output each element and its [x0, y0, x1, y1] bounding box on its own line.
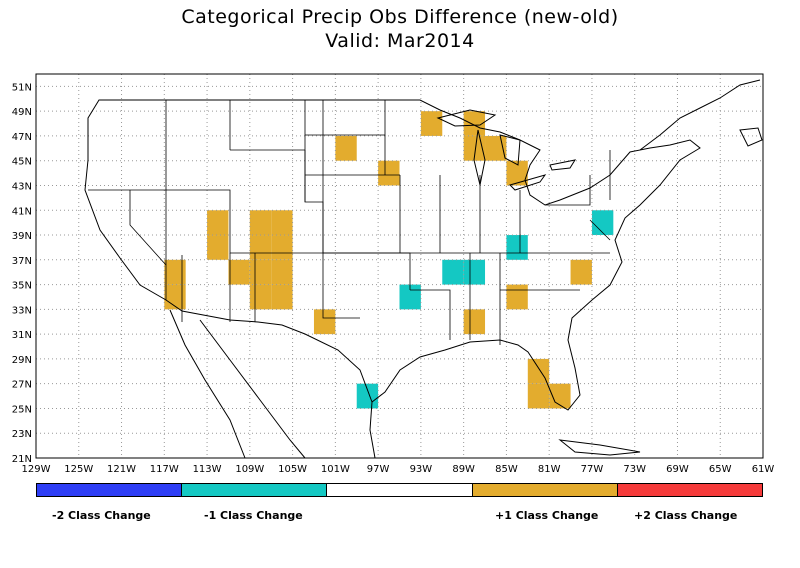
map-subtitle: Valid: Mar2014: [325, 30, 475, 52]
change-cell: [506, 284, 528, 310]
latitude-tick-label: 41N: [12, 206, 32, 217]
latitude-tick-label: 27N: [12, 380, 32, 391]
latitude-tick-label: 33N: [12, 305, 32, 316]
longitude-tick-label: 121W: [107, 464, 136, 475]
newfoundland: [739, 127, 763, 147]
gulf-mexico-coast: [369, 401, 376, 459]
longitude-tick-label: 113W: [193, 464, 222, 475]
change-cell: [249, 284, 272, 310]
map-frame: [35, 73, 764, 459]
change-cell: [549, 383, 571, 409]
longitude-tick-labels: 129W 125W 121W 117W 113W 109W 105W 101W 97W 93W 89…: [22, 464, 775, 475]
change-cell: [356, 383, 379, 409]
change-cell: [399, 284, 421, 310]
longitude-tick-label: 109W: [235, 464, 264, 475]
longitude-tick-label: 125W: [64, 464, 93, 475]
change-cell: [463, 259, 486, 285]
canada-coast: [639, 79, 761, 151]
legend-swatch-plus1: [472, 484, 618, 496]
longitude-tick-label: 65W: [709, 464, 732, 475]
lake-erie: [509, 174, 547, 191]
mexico-mainland-coast: [199, 319, 306, 459]
longitude-tick-label: 93W: [410, 464, 433, 475]
us-outline: [84, 79, 763, 459]
change-cell: [207, 210, 229, 236]
longitude-tick-label: 81W: [538, 464, 561, 475]
change-cell: [442, 259, 464, 285]
legend-swatch-minus1: [182, 484, 328, 496]
change-cell: [463, 309, 486, 335]
lat-lon-grid: [35, 74, 764, 459]
latitude-tick-labels: 21N 23N 25N 27N 29N 31N 33N 35N 37N 39N 41N 43N 45N 4…: [12, 82, 32, 465]
baja-coast: [169, 309, 246, 459]
latitude-tick-label: 47N: [12, 132, 32, 143]
change-cell: [420, 111, 443, 136]
lake-huron: [499, 134, 521, 166]
change-cell: [527, 383, 550, 409]
legend-label-plus1: +1 Class Change: [495, 509, 599, 522]
longitude-tick-label: 69W: [666, 464, 689, 475]
change-cell: [313, 309, 336, 335]
latitude-tick-label: 23N: [12, 429, 32, 440]
longitude-tick-label: 129W: [22, 464, 51, 475]
longitude-tick-label: 117W: [150, 464, 179, 475]
latitude-tick-label: 45N: [12, 157, 32, 168]
change-cell: [271, 259, 293, 285]
change-cell: [591, 210, 614, 236]
change-cell: [207, 235, 229, 260]
longitude-tick-label: 105W: [278, 464, 307, 475]
longitude-tick-label: 85W: [495, 464, 518, 475]
change-cell: [249, 210, 272, 236]
change-cell: [271, 210, 293, 236]
legend-label-plus2: +2 Class Change: [634, 509, 738, 522]
latitude-tick-label: 51N: [12, 82, 32, 93]
latitude-tick-label: 37N: [12, 256, 32, 267]
change-cell: [164, 284, 186, 310]
latitude-tick-label: 29N: [12, 355, 32, 366]
legend-label-minus2: -2 Class Change: [52, 509, 151, 522]
longitude-tick-label: 97W: [367, 464, 390, 475]
longitude-tick-label: 73W: [623, 464, 646, 475]
change-cell: [527, 358, 550, 384]
legend-swatch-zero: [327, 484, 473, 496]
lake-superior: [436, 109, 497, 127]
change-cell: [335, 135, 357, 161]
color-legend-bar: [36, 483, 763, 497]
longitude-tick-label: 77W: [581, 464, 604, 475]
latitude-tick-label: 39N: [12, 231, 32, 242]
change-cell: [249, 259, 272, 285]
conus-coastline: [84, 99, 701, 411]
change-cell: [378, 160, 400, 186]
latitude-tick-label: 31N: [12, 330, 32, 341]
legend-swatch-plus2: [617, 484, 763, 496]
change-cell: [164, 259, 186, 285]
change-cell: [228, 259, 250, 285]
legend-label-minus1: -1 Class Change: [204, 509, 303, 522]
latitude-tick-label: 25N: [12, 404, 32, 415]
latitude-tick-label: 49N: [12, 107, 32, 118]
change-cell: [506, 160, 528, 186]
change-cell: [271, 284, 293, 310]
change-cell: [249, 235, 272, 260]
latitude-tick-label: 35N: [12, 281, 32, 292]
change-cell: [506, 235, 528, 260]
lake-ontario: [549, 159, 577, 171]
latitude-tick-label: 43N: [12, 181, 32, 192]
change-cell: [570, 259, 592, 285]
legend-swatch-minus2: [37, 484, 183, 496]
cuba: [558, 439, 641, 456]
longitude-tick-label: 89W: [452, 464, 475, 475]
change-cell: [271, 235, 293, 260]
longitude-tick-label: 101W: [321, 464, 350, 475]
change-cell: [463, 135, 486, 161]
change-cell: [463, 111, 486, 136]
longitude-tick-label: 61W: [752, 464, 775, 475]
state-boundaries: [88, 100, 611, 345]
latitude-tick-label: 21N: [12, 454, 32, 465]
map-title: Categorical Precip Obs Difference (new-o…: [181, 6, 619, 28]
